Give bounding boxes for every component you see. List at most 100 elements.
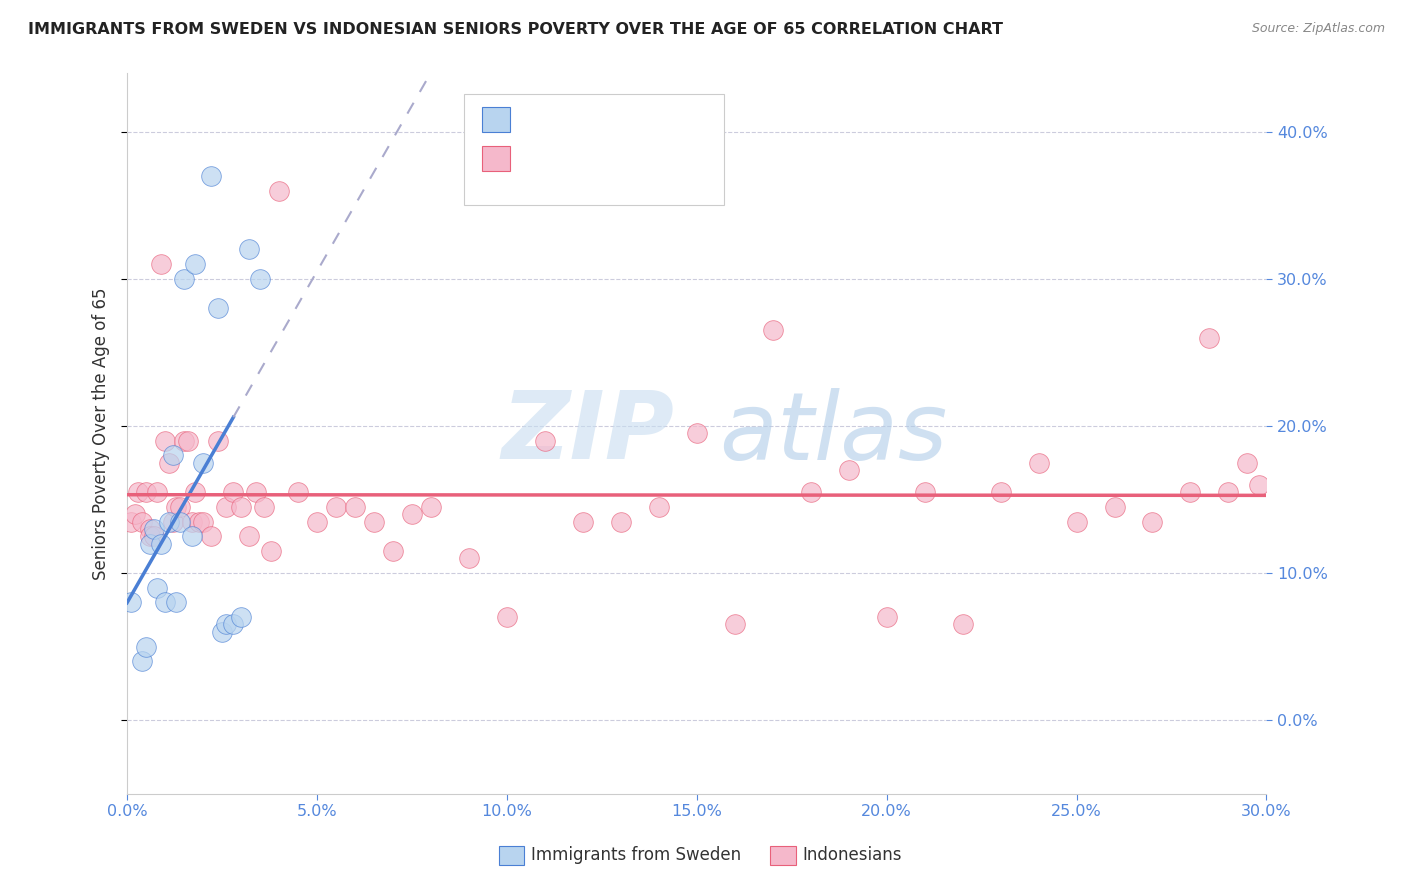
Point [135,485,157,500]
Point [207,301,229,316]
Point [215,500,238,514]
Point [648,500,671,514]
Point [325,500,347,514]
Point [142,529,165,543]
Point [1104,500,1126,514]
Point [343,500,366,514]
Point [401,507,423,521]
Point [131,654,153,668]
Point [146,485,169,500]
Point [162,515,184,529]
Text: 0.548: 0.548 [557,111,614,128]
Point [1066,515,1088,529]
Point [253,500,276,514]
Point [245,485,267,500]
Text: R =: R = [520,150,560,168]
Point [184,485,207,500]
Text: Indonesians: Indonesians [803,847,903,864]
Point [142,522,165,536]
Point [1180,485,1202,500]
Point [211,624,233,639]
Point [139,529,162,543]
Point [200,529,222,543]
Point [495,610,517,624]
Point [238,243,260,257]
Point [150,536,173,550]
Point [162,448,184,462]
Text: IMMIGRANTS FROM SWEDEN VS INDONESIAN SENIORS POVERTY OVER THE AGE OF 65 CORRELAT: IMMIGRANTS FROM SWEDEN VS INDONESIAN SEN… [28,22,1002,37]
Point [260,544,283,558]
Point [381,544,404,558]
Point [153,595,176,609]
Point [124,507,146,521]
Point [139,522,162,536]
Point [838,463,860,477]
Point [876,610,898,624]
Point [177,434,200,448]
Point [188,515,211,529]
Point [127,485,149,500]
Point [724,617,747,632]
Point [157,515,180,529]
Point [207,434,229,448]
Point [157,456,180,470]
Point [180,515,202,529]
Y-axis label: Seniors Poverty Over the Age of 65: Seniors Poverty Over the Age of 65 [93,287,110,580]
Point [120,595,142,609]
Point [1028,456,1050,470]
Point [533,434,555,448]
Point [191,456,214,470]
Point [305,515,328,529]
Point [229,500,252,514]
Point [800,485,823,500]
Point [1247,477,1270,491]
Text: N =: N = [607,150,665,168]
Point [139,536,162,550]
Point [363,515,385,529]
Point [184,257,207,271]
Point [419,500,441,514]
Point [238,529,260,543]
Point [215,617,238,632]
Point [222,617,245,632]
Point [169,500,191,514]
Point [287,485,309,500]
Point [180,529,202,543]
Text: N =: N = [607,111,665,128]
Point [686,426,709,441]
Point [952,617,974,632]
Point [120,515,142,529]
Point [191,515,214,529]
Text: 24: 24 [657,111,682,128]
Point [610,515,633,529]
Point [200,169,222,183]
Point [165,500,187,514]
Point [914,485,936,500]
Point [165,595,187,609]
Point [150,257,173,271]
Point [222,485,245,500]
Point [1142,515,1164,529]
Point [229,610,252,624]
Point [571,515,593,529]
Point [173,434,195,448]
Text: R =: R = [520,111,560,128]
Point [1218,485,1240,500]
Point [146,581,169,595]
Point [249,272,271,286]
Text: Source: ZipAtlas.com: Source: ZipAtlas.com [1251,22,1385,36]
Point [267,184,290,198]
Point [169,515,191,529]
Point [1236,456,1258,470]
Text: Immigrants from Sweden: Immigrants from Sweden [531,847,741,864]
Point [990,485,1012,500]
Point [1198,331,1220,345]
Point [762,323,785,337]
Point [153,434,176,448]
Point [173,272,195,286]
Text: atlas: atlas [720,388,948,479]
Point [457,551,479,566]
Point [135,640,157,654]
Text: 63: 63 [657,150,682,168]
Point [131,515,153,529]
